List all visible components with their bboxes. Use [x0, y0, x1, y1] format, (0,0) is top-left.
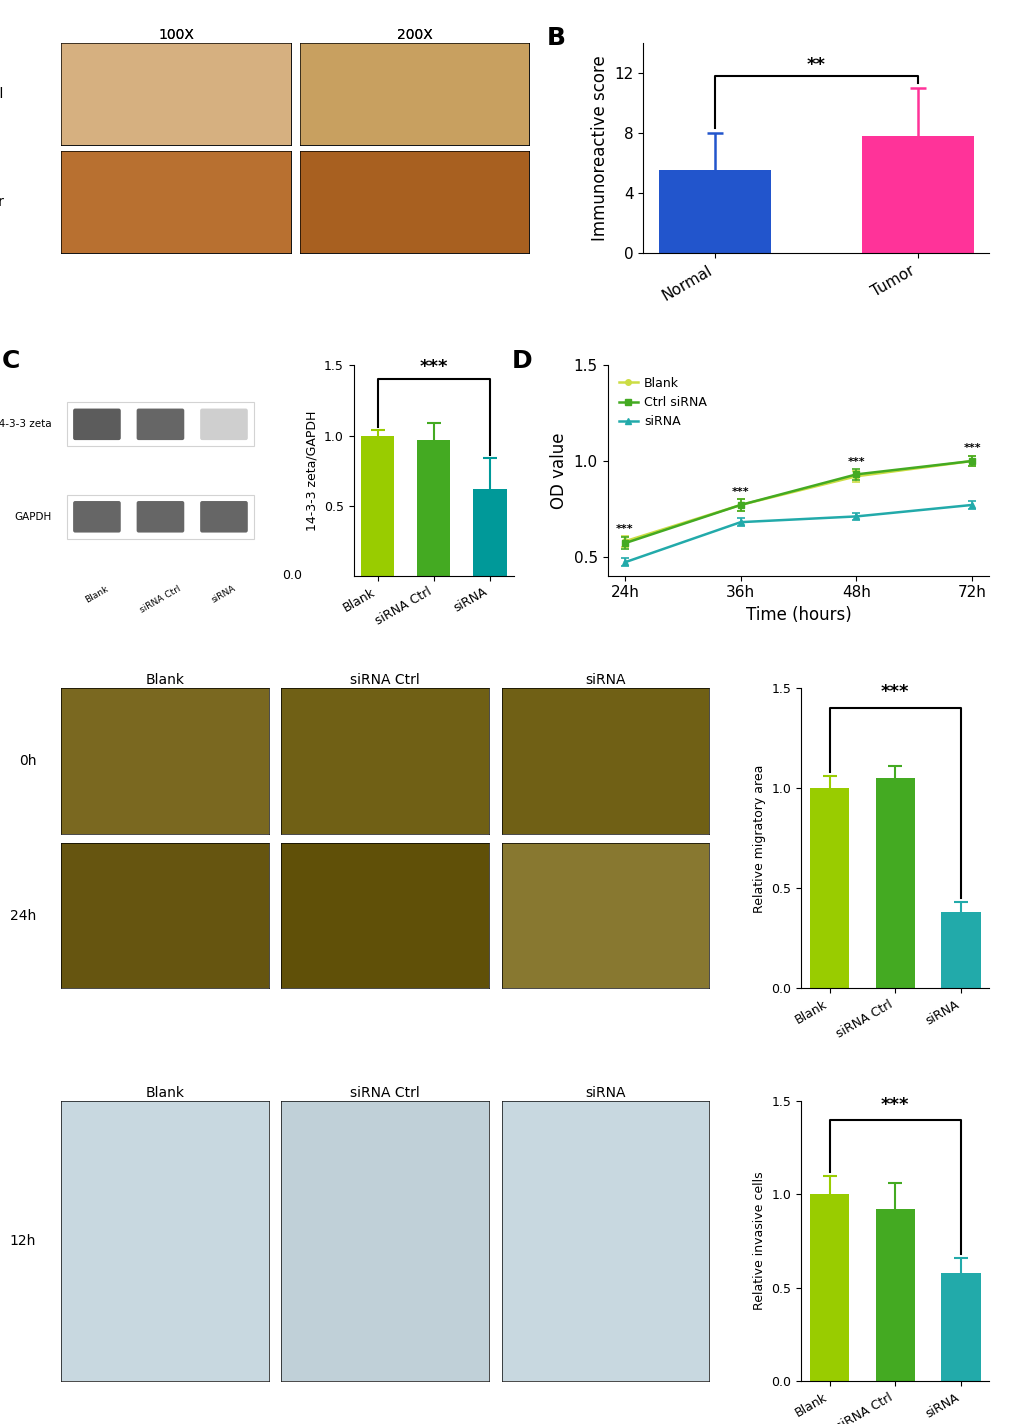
Bar	[417, 440, 450, 575]
Y-axis label: 14-3-3 zeta/GAPDH: 14-3-3 zeta/GAPDH	[305, 410, 318, 531]
Text: C: C	[2, 349, 20, 373]
Title: siRNA Ctrl: siRNA Ctrl	[350, 674, 420, 686]
Bar	[941, 1273, 980, 1381]
X-axis label: Time (hours): Time (hours)	[745, 607, 851, 624]
Text: D: D	[512, 349, 532, 373]
Y-axis label: Relative migratory area: Relative migratory area	[752, 765, 765, 913]
Text: ***: ***	[880, 682, 909, 701]
Text: ***: ***	[880, 1096, 909, 1115]
siRNA	[619, 554, 631, 571]
FancyBboxPatch shape	[137, 409, 184, 440]
Text: Tumor: Tumor	[0, 195, 4, 209]
Bar	[941, 913, 980, 988]
Title: siRNA Ctrl: siRNA Ctrl	[350, 1087, 420, 1099]
Text: 12h: 12h	[10, 1235, 37, 1249]
Blank	[619, 533, 631, 550]
Text: siRNA Ctrl: siRNA Ctrl	[139, 584, 182, 615]
Ctrl siRNA	[850, 466, 862, 483]
Text: ***: ***	[732, 487, 749, 497]
Ctrl siRNA	[734, 497, 746, 514]
FancyBboxPatch shape	[200, 409, 248, 440]
Line: Blank: Blank	[622, 459, 974, 544]
Title: Blank: Blank	[146, 674, 184, 686]
Text: ***: ***	[847, 457, 864, 467]
Ctrl siRNA	[965, 453, 977, 470]
Y-axis label: Immunoreactive score: Immunoreactive score	[590, 56, 608, 241]
Line: Ctrl siRNA: Ctrl siRNA	[622, 459, 974, 545]
Bar	[861, 135, 973, 253]
Blank	[734, 497, 746, 514]
Bar	[67, 402, 254, 446]
Title: siRNA: siRNA	[585, 674, 625, 686]
Title: Blank: Blank	[146, 1087, 184, 1099]
Y-axis label: OD value: OD value	[549, 433, 568, 508]
Text: GAPDH: GAPDH	[14, 511, 51, 521]
Title: 100X: 100X	[158, 27, 194, 41]
Text: ***: ***	[419, 359, 447, 376]
Title: 200X: 200X	[396, 27, 432, 41]
FancyBboxPatch shape	[73, 501, 120, 533]
Text: Blank: Blank	[84, 584, 110, 604]
FancyBboxPatch shape	[200, 501, 248, 533]
Bar	[67, 494, 254, 538]
Bar	[874, 1209, 914, 1381]
Text: 0h: 0h	[18, 755, 37, 768]
Text: siRNA: siRNA	[210, 584, 237, 605]
Bar	[473, 488, 506, 575]
FancyBboxPatch shape	[137, 501, 184, 533]
Bar	[874, 779, 914, 988]
Line: siRNA: siRNA	[622, 503, 974, 565]
Text: ***: ***	[615, 524, 633, 534]
Ctrl siRNA	[619, 534, 631, 551]
Bar	[658, 171, 770, 253]
Text: 24h: 24h	[10, 909, 37, 923]
Text: ***: ***	[962, 443, 980, 453]
Text: B: B	[546, 26, 565, 50]
siRNA	[734, 514, 746, 531]
Bar	[809, 789, 849, 988]
Legend: Blank, Ctrl siRNA, siRNA: Blank, Ctrl siRNA, siRNA	[613, 372, 711, 433]
Text: 14-3-3 zeta: 14-3-3 zeta	[0, 419, 51, 429]
Bar	[809, 1195, 849, 1381]
Blank	[850, 467, 862, 484]
FancyBboxPatch shape	[73, 409, 120, 440]
Text: **: **	[806, 56, 825, 74]
Title: 200X: 200X	[396, 27, 432, 41]
siRNA	[850, 508, 862, 525]
Title: siRNA: siRNA	[585, 1087, 625, 1099]
Text: 0.0: 0.0	[282, 570, 302, 582]
Blank	[965, 453, 977, 470]
siRNA	[965, 497, 977, 514]
Bar	[361, 436, 394, 575]
Y-axis label: Relative invasive cells: Relative invasive cells	[752, 1172, 765, 1310]
Text: Normal: Normal	[0, 87, 4, 101]
Title: 100X: 100X	[158, 27, 194, 41]
